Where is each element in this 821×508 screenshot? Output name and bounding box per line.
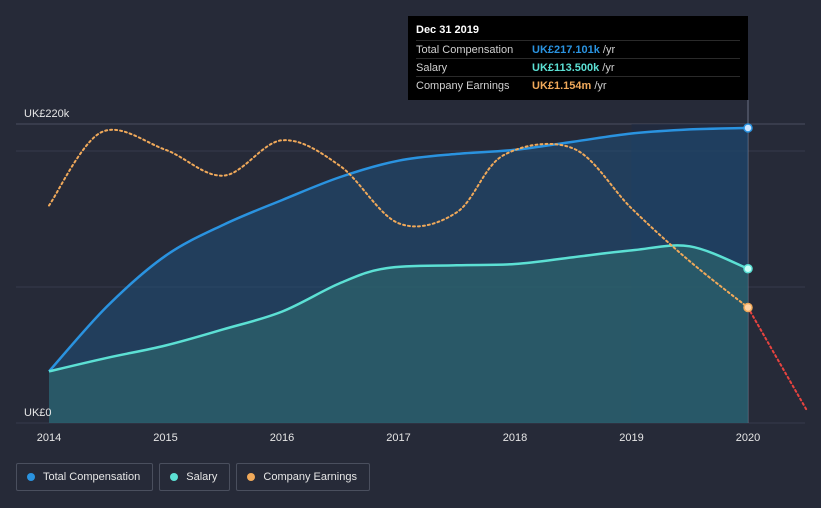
company-earnings-projection-line	[747, 306, 808, 411]
tooltip-value: UK£1.154m	[532, 79, 592, 92]
y-axis-ticks: UK£220k UK£0	[24, 108, 70, 419]
tooltip: Dec 31 2019 Total Compensation UK£217.10…	[408, 16, 748, 100]
x-tick-label: 2017	[386, 432, 410, 444]
tooltip-row-salary: Salary UK£113.500k /yr	[416, 58, 740, 76]
tooltip-row-company-earnings: Company Earnings UK£1.154m /yr	[416, 76, 740, 94]
tooltip-value: UK£113.500k	[532, 61, 600, 74]
total-compensation-marker	[743, 123, 753, 133]
series-areas	[49, 127, 748, 424]
tooltip-value: UK£217.101k	[532, 43, 600, 56]
tooltip-unit: /yr	[602, 43, 616, 56]
legend-label: Salary	[186, 471, 218, 483]
legend-label: Total Compensation	[43, 471, 141, 483]
x-tick-label: 2019	[619, 432, 643, 444]
x-tick-label: 2015	[153, 432, 177, 444]
tooltip-unit: /yr	[594, 79, 607, 92]
x-axis-ticks: 2014 2015 2016 2017 2018 2019 2020	[37, 432, 760, 444]
legend-item-total-compensation[interactable]: Total Compensation	[16, 463, 154, 491]
y-tick-label: UK£0	[24, 407, 52, 419]
tooltip-label: Company Earnings	[416, 79, 510, 92]
legend-item-salary[interactable]: Salary	[159, 463, 231, 491]
tooltip-row-total-compensation: Total Compensation UK£217.101k /yr	[416, 40, 740, 58]
x-tick-label: 2020	[736, 432, 760, 444]
x-tick-label: 2016	[270, 432, 294, 444]
salary-marker	[743, 263, 753, 274]
legend: Total Compensation Salary Company Earnin…	[16, 463, 370, 491]
tooltip-label: Salary	[416, 61, 448, 74]
x-tick-label: 2014	[37, 432, 61, 444]
legend-dot-icon	[27, 473, 35, 481]
y-tick-label: UK£220k	[24, 108, 70, 120]
series-markers	[743, 123, 753, 313]
legend-label: Company Earnings	[263, 471, 357, 483]
legend-dot-icon	[170, 473, 179, 481]
total-compensation-line	[48, 126, 749, 373]
series-lines	[48, 126, 808, 411]
tooltip-unit: /yr	[602, 61, 615, 74]
x-tick-label: 2018	[503, 432, 527, 444]
salary-line	[48, 244, 749, 373]
tooltip-date: Dec 31 2019	[416, 24, 479, 36]
legend-item-company-earnings[interactable]: Company Earnings	[236, 463, 370, 491]
salary-area	[49, 245, 748, 423]
legend-dot-icon	[247, 473, 256, 481]
tooltip-label: Total Compensation	[416, 43, 514, 56]
company-earnings-marker	[743, 302, 753, 313]
company-earnings-line	[48, 128, 749, 309]
